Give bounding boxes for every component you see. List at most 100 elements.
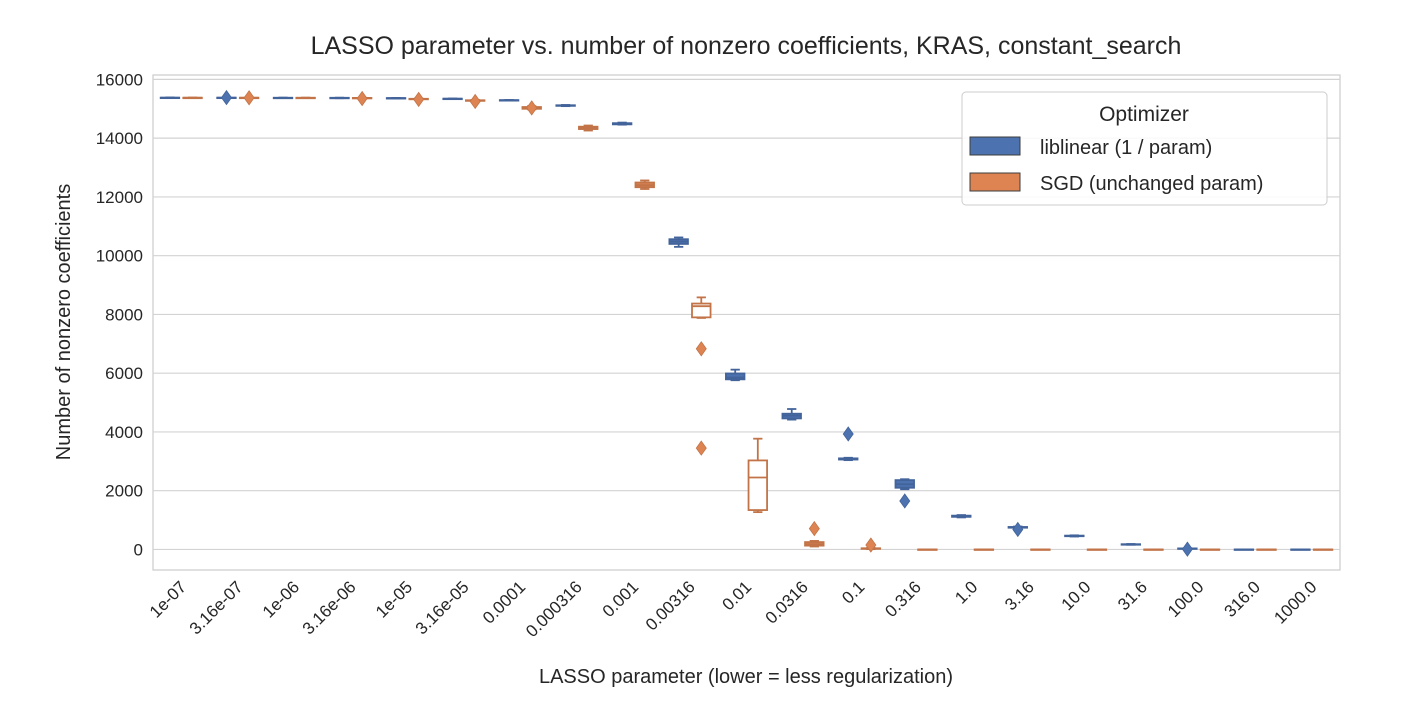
box-sgd (747, 437, 768, 514)
box-liblinear (1007, 521, 1028, 538)
box-liblinear (894, 478, 915, 509)
y-tick-label: 0 (134, 540, 143, 559)
box-liblinear (1120, 543, 1142, 546)
box-sgd (1086, 548, 1108, 551)
box-liblinear (1064, 534, 1085, 538)
x-tick-label: 0.00316 (642, 577, 699, 634)
x-tick-label: 0.01 (718, 577, 755, 614)
outlier-point (695, 341, 707, 357)
x-tick-label: 0.0316 (762, 577, 812, 627)
outlier-point (413, 91, 425, 108)
outlier-point (865, 537, 877, 553)
box-liblinear (781, 408, 802, 421)
x-tick-label: 1e-06 (259, 577, 303, 621)
y-tick-label: 12000 (96, 188, 143, 207)
y-tick-label: 6000 (105, 364, 143, 383)
box-sgd (295, 96, 316, 100)
box-sgd (408, 91, 429, 108)
box-sgd (1199, 548, 1221, 551)
box-body (747, 459, 768, 511)
box-liblinear (555, 104, 576, 108)
legend-title: Optimizer (1099, 103, 1189, 126)
box-sgd (1312, 548, 1334, 551)
y-tick-label: 2000 (105, 482, 143, 501)
outlier-point (243, 90, 255, 106)
box-liblinear (159, 96, 181, 100)
x-tick-label: 0.1 (838, 577, 868, 607)
box-sgd (860, 537, 882, 553)
outlier-point (1181, 541, 1193, 557)
outlier-point (899, 493, 911, 509)
box-liblinear (272, 96, 294, 100)
x-tick-label: 3.16e-07 (186, 577, 247, 638)
x-tick-label: 100.0 (1164, 577, 1208, 621)
y-tick-label: 10000 (96, 247, 143, 266)
x-tick-label: 1e-05 (372, 577, 416, 621)
y-tick-label: 14000 (96, 129, 143, 148)
box-body (725, 372, 746, 381)
x-tick-label: 0.0001 (479, 577, 529, 627)
x-tick-label: 316.0 (1221, 577, 1265, 621)
y-tick-label: 16000 (96, 70, 143, 89)
box-sgd (691, 296, 712, 456)
outlier-point (220, 89, 232, 106)
box-liblinear (1177, 541, 1198, 557)
chart-title: LASSO parameter vs. number of nonzero co… (311, 32, 1182, 60)
legend-swatch-sgd (969, 172, 1021, 192)
box-liblinear (1233, 548, 1255, 551)
box-sgd (973, 548, 995, 551)
box-liblinear (216, 89, 237, 106)
x-axis-label: LASSO parameter (lower = less regulariza… (539, 666, 953, 688)
legend: Optimizer liblinear (1 / param) SGD (unc… (961, 91, 1328, 206)
box-plots (159, 89, 1334, 557)
outlier-point (356, 90, 368, 107)
outlier-point (842, 426, 854, 442)
legend-frame (961, 91, 1328, 206)
box-sgd (1030, 548, 1051, 551)
y-tick-labels: 0 2000 4000 6000 8000 10000 12000 14000 16000 (96, 70, 143, 559)
outlier-point (695, 440, 707, 456)
box-liblinear (668, 236, 689, 248)
y-axis-label: Number of nonzero coefficients (53, 184, 75, 460)
legend-label-sgd: SGD (unchanged param) (1040, 173, 1263, 195)
box-liblinear (498, 99, 520, 102)
box-liblinear (951, 514, 972, 519)
x-tick-label: 3.16 (1001, 577, 1038, 614)
x-tick-label: 1e-07 (146, 577, 190, 621)
box-sgd (804, 520, 825, 548)
x-tick-label: 1000.0 (1270, 577, 1320, 627)
box-liblinear (329, 96, 350, 100)
outlier-point (808, 520, 820, 537)
legend-label-liblinear: liblinear (1 / param) (1040, 137, 1212, 159)
outlier-point (526, 100, 538, 116)
box-sgd (465, 93, 486, 110)
outlier-point (1012, 521, 1024, 538)
box-sgd (182, 96, 203, 100)
x-tick-label: 10.0 (1058, 577, 1095, 614)
x-tick-label: 3.16e-05 (412, 577, 473, 638)
box-liblinear (611, 121, 633, 126)
box-liblinear (838, 426, 859, 462)
x-tick-label: 0.316 (881, 577, 925, 621)
x-tick-label: 31.6 (1114, 577, 1151, 614)
box-sgd (1143, 548, 1164, 551)
box-sgd (578, 124, 599, 132)
box-sgd (917, 548, 938, 551)
box-liblinear (1290, 548, 1311, 551)
box-liblinear (442, 97, 463, 101)
box-sgd (238, 90, 260, 106)
outlier-point (469, 93, 481, 110)
box-sgd (351, 90, 373, 107)
legend-swatch-liblinear (969, 136, 1021, 156)
x-tick-label: 1.0 (951, 577, 981, 607)
box-liblinear (725, 368, 746, 382)
box-sgd (521, 100, 542, 116)
y-tick-label: 8000 (105, 305, 143, 324)
x-tick-label: 0.001 (599, 577, 643, 621)
x-tick-labels: 1e-073.16e-07 1e-063.16e-06 1e-053.16e-05 0… (146, 577, 1321, 641)
x-tick-label: 3.16e-06 (299, 577, 360, 638)
box-sgd (634, 179, 655, 190)
box-sgd (1256, 548, 1277, 551)
box-liblinear (385, 97, 407, 100)
